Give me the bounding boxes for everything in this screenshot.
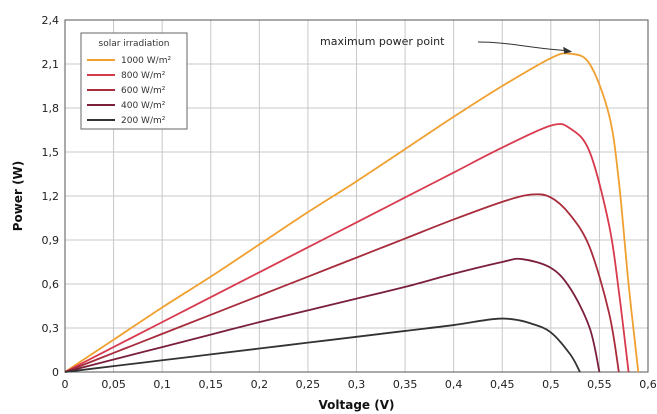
annotation-label: maximum power point — [320, 35, 445, 48]
series-line — [64, 123, 630, 373]
legend-label: 200 W/m² — [121, 116, 166, 126]
y-axis-title: Power (W) — [11, 161, 25, 232]
legend-label: 600 W/m² — [121, 86, 166, 96]
series-line — [64, 317, 581, 373]
legend-label: 800 W/m² — [121, 71, 166, 81]
x-tick-label: 0,5 — [542, 378, 560, 391]
y-tick-label: 2,4 — [42, 14, 60, 27]
y-tick-label: 1,5 — [42, 146, 60, 159]
annotation-arrow-head — [563, 46, 573, 54]
legend-title: solar irradiation — [99, 39, 170, 49]
x-tick-label: 0,6 — [639, 378, 657, 391]
axes — [64, 19, 649, 373]
annotation: maximum power point — [320, 35, 573, 54]
legend-box — [80, 32, 188, 130]
y-tick-label: 0 — [52, 366, 59, 379]
x-tick-label: 0,15 — [199, 378, 224, 391]
x-tick-label: 0,4 — [445, 378, 463, 391]
y-tick-label: 0,6 — [42, 278, 60, 291]
x-tick-label: 0,1 — [153, 378, 171, 391]
y-tick-label: 0,3 — [42, 322, 60, 335]
x-tick-label: 0 — [62, 378, 69, 391]
x-tick-label: 0,55 — [587, 378, 612, 391]
x-tick-label: 0,05 — [101, 378, 126, 391]
x-axis-title: Voltage (V) — [319, 398, 395, 412]
legend-label: 400 W/m² — [121, 101, 166, 111]
legend: solar irradiation 1000 W/m² 800 W/m² 600 W/… — [80, 32, 188, 130]
plot-frame — [64, 19, 649, 373]
x-tick-label: 0,3 — [348, 378, 366, 391]
series-lines — [64, 52, 640, 373]
y-tick-labels: 0 0,3 0,6 0,9 1,2 1,5 1,8 2,1 2,4 — [42, 14, 60, 379]
x-tick-label: 0,35 — [393, 378, 418, 391]
y-tick-label: 0,9 — [42, 234, 60, 247]
legend-label: 1000 W/m² — [121, 56, 171, 66]
series-line — [64, 52, 640, 373]
y-tick-label: 2,1 — [42, 58, 60, 71]
x-tick-label: 0,45 — [490, 378, 515, 391]
x-tick-labels: 0 0,05 0,1 0,15 0,2 0,25 0,3 0,35 0,4 0,45 0,5 0,55… — [62, 378, 657, 391]
series-line — [64, 257, 601, 373]
series-line — [64, 193, 620, 373]
x-tick-label: 0,25 — [296, 378, 321, 391]
annotation-arrow-line — [477, 41, 569, 52]
y-tick-label: 1,8 — [42, 102, 60, 115]
y-tick-label: 1,2 — [42, 190, 60, 203]
x-tick-label: 0,2 — [251, 378, 269, 391]
